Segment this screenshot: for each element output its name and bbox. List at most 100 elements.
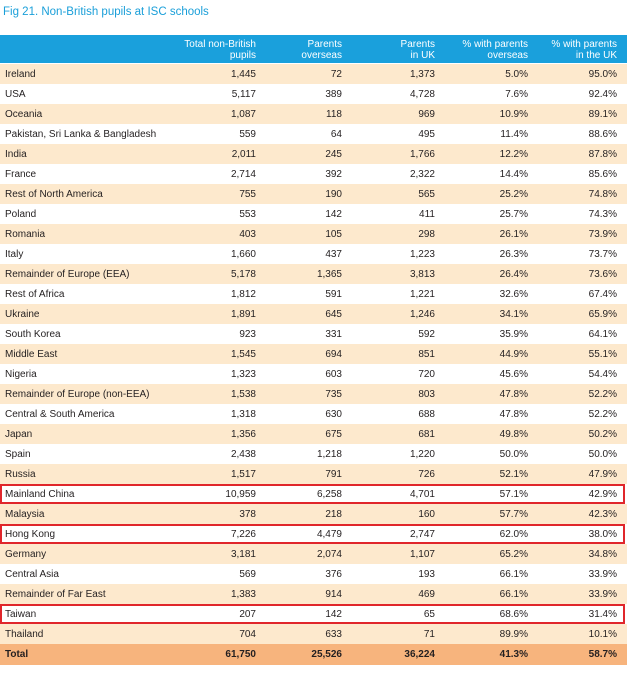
total-pupils-cell: 1,517 — [230, 468, 256, 480]
country-cell: South Korea — [5, 328, 61, 340]
parents-overseas-cell: 190 — [325, 188, 342, 200]
country-cell: Thailand — [5, 628, 44, 640]
total-pupils-cell: 2,011 — [231, 148, 256, 160]
pct-overseas-cell: 32.6% — [499, 288, 528, 300]
country-cell: Malaysia — [5, 508, 45, 520]
table-row: Japan 1,356 675 681 49.8% 50.2% — [0, 424, 627, 444]
pct-in-uk-cell: 50.0% — [588, 448, 617, 460]
parents-overseas-cell: 142 — [325, 608, 342, 620]
table-row: France 2,714 392 2,322 14.4% 85.6% — [0, 164, 627, 184]
total-pupils-cell: 3,181 — [230, 548, 256, 560]
pct-overseas-cell: 25.2% — [499, 188, 528, 200]
table-row: Central Asia 569 376 193 66.1% 33.9% — [0, 564, 627, 584]
parents-in-uk-cell: 565 — [418, 188, 435, 200]
parents-in-uk-cell: 720 — [418, 368, 435, 380]
pct-in-uk-cell: 33.9% — [588, 588, 617, 600]
country-cell: Remainder of Far East — [5, 588, 106, 600]
parents-in-uk-cell: 726 — [418, 468, 435, 480]
parents-overseas-cell: 72 — [330, 68, 342, 80]
parents-overseas-cell: 218 — [325, 508, 342, 520]
country-cell: Nigeria — [5, 368, 37, 380]
total-pupils-cell: 1,318 — [230, 408, 256, 420]
total-pupils-cell: 2,438 — [230, 448, 256, 460]
pct-in-uk-cell: 33.9% — [588, 568, 617, 580]
country-cell: Central & South America — [5, 408, 115, 420]
header-total-pupils-line2: pupils — [229, 50, 256, 61]
parents-overseas-cell: 633 — [325, 628, 342, 640]
country-cell: Central Asia — [5, 568, 59, 580]
parents-overseas-cell: 105 — [325, 228, 342, 240]
parents-overseas-cell: 675 — [325, 428, 342, 440]
total-pupils-cell: 378 — [239, 508, 256, 520]
pct-overseas-cell: 44.9% — [499, 348, 528, 360]
total-pupils-cell: 1,545 — [230, 348, 256, 360]
pct-overseas-cell: 89.9% — [499, 628, 528, 640]
total-pupils-cell: 5,178 — [230, 268, 256, 280]
total-pupils-cell: 1,660 — [230, 248, 256, 260]
pct-in-uk-cell: 52.2% — [588, 388, 617, 400]
parents-in-uk-cell: 298 — [418, 228, 435, 240]
pct-in-uk-cell: 42.9% — [588, 488, 617, 500]
pct-overseas-cell: 12.2% — [499, 148, 528, 160]
total-pupils-cell: 1,812 — [230, 288, 256, 300]
country-cell: Germany — [5, 548, 47, 560]
country-cell: France — [5, 168, 37, 180]
total-pupils-cell: 1,891 — [230, 308, 256, 320]
total-pupils-cell: 755 — [239, 188, 256, 200]
pct-in-uk-cell: 73.6% — [588, 268, 617, 280]
table-row: Thailand 704 633 71 89.9% 10.1% — [0, 624, 627, 644]
parents-overseas-cell: 645 — [325, 308, 342, 320]
pct-overseas-cell: 35.9% — [499, 328, 528, 340]
country-cell: Rest of North America — [5, 188, 103, 200]
parents-in-uk-cell: 1,373 — [409, 68, 435, 80]
parents-overseas-cell: 331 — [325, 328, 342, 340]
table-row: Ukraine 1,891 645 1,246 34.1% 65.9% — [0, 304, 627, 324]
header-parents-overseas: Parents overseas — [258, 35, 344, 63]
table-row: Germany 3,181 2,074 1,107 65.2% 34.8% — [0, 544, 627, 564]
parents-in-uk-cell: 1,246 — [409, 308, 435, 320]
parents-overseas-cell: 245 — [325, 148, 342, 160]
parents-in-uk-cell: 71 — [423, 628, 435, 640]
pct-in-uk-cell: 67.4% — [588, 288, 617, 300]
pct-overseas-cell: 10.9% — [499, 108, 528, 120]
parents-in-uk-cell: 851 — [418, 348, 435, 360]
pct-overseas-cell: 50.0% — [499, 448, 528, 460]
parents-in-uk-cell: 803 — [418, 388, 435, 400]
header-parents-overseas-line2: overseas — [301, 50, 342, 61]
table-row: Remainder of Europe (EEA) 5,178 1,365 3,813… — [0, 264, 627, 284]
header-pct-overseas: % with parents overseas — [437, 35, 530, 63]
parents-in-uk-cell: 2,747 — [409, 528, 435, 540]
table-row: Hong Kong 7,226 4,479 2,747 62.0% 38.0% — [0, 524, 627, 544]
pct-in-uk-cell: 38.0% — [588, 528, 617, 540]
parents-in-uk-cell: 1,766 — [409, 148, 435, 160]
parents-in-uk-cell: 592 — [418, 328, 435, 340]
pct-overseas-cell: 34.1% — [499, 308, 528, 320]
parents-overseas-cell: 591 — [325, 288, 342, 300]
parents-in-uk-cell: 469 — [418, 588, 435, 600]
parents-overseas-cell: 4,479 — [316, 528, 342, 540]
total-pupils-cell: 1,445 — [230, 68, 256, 80]
parents-overseas-cell: 1,365 — [316, 268, 342, 280]
total-parents-in-uk: 36,224 — [404, 649, 435, 660]
parents-in-uk-cell: 1,220 — [409, 448, 435, 460]
data-table: Total non-British pupils Parents overseas … — [0, 35, 627, 665]
table-row: Remainder of Europe (non-EEA) 1,538 735 803… — [0, 384, 627, 404]
pct-in-uk-cell: 47.9% — [588, 468, 617, 480]
total-pupils-cell: 704 — [239, 628, 256, 640]
table-row: Romania 403 105 298 26.1% 73.9% — [0, 224, 627, 244]
parents-overseas-cell: 791 — [325, 468, 342, 480]
table-row: India 2,011 245 1,766 12.2% 87.8% — [0, 144, 627, 164]
table-row: Oceania 1,087 118 969 10.9% 89.1% — [0, 104, 627, 124]
parents-in-uk-cell: 4,701 — [409, 488, 435, 500]
parents-in-uk-cell: 411 — [419, 208, 435, 220]
header-parents-in-uk-line1: Parents — [400, 39, 435, 50]
total-pupils-cell: 10,959 — [225, 488, 256, 500]
pct-in-uk-cell: 64.1% — [588, 328, 617, 340]
country-cell: Poland — [5, 208, 37, 220]
header-parents-in-uk-line2: in UK — [410, 50, 435, 61]
parents-in-uk-cell: 65 — [423, 608, 435, 620]
table-row: Ireland 1,445 72 1,373 5.0% 95.0% — [0, 64, 627, 84]
pct-overseas-cell: 26.1% — [499, 228, 528, 240]
country-cell: Taiwan — [5, 608, 37, 620]
pct-overseas-cell: 5.0% — [505, 68, 528, 80]
